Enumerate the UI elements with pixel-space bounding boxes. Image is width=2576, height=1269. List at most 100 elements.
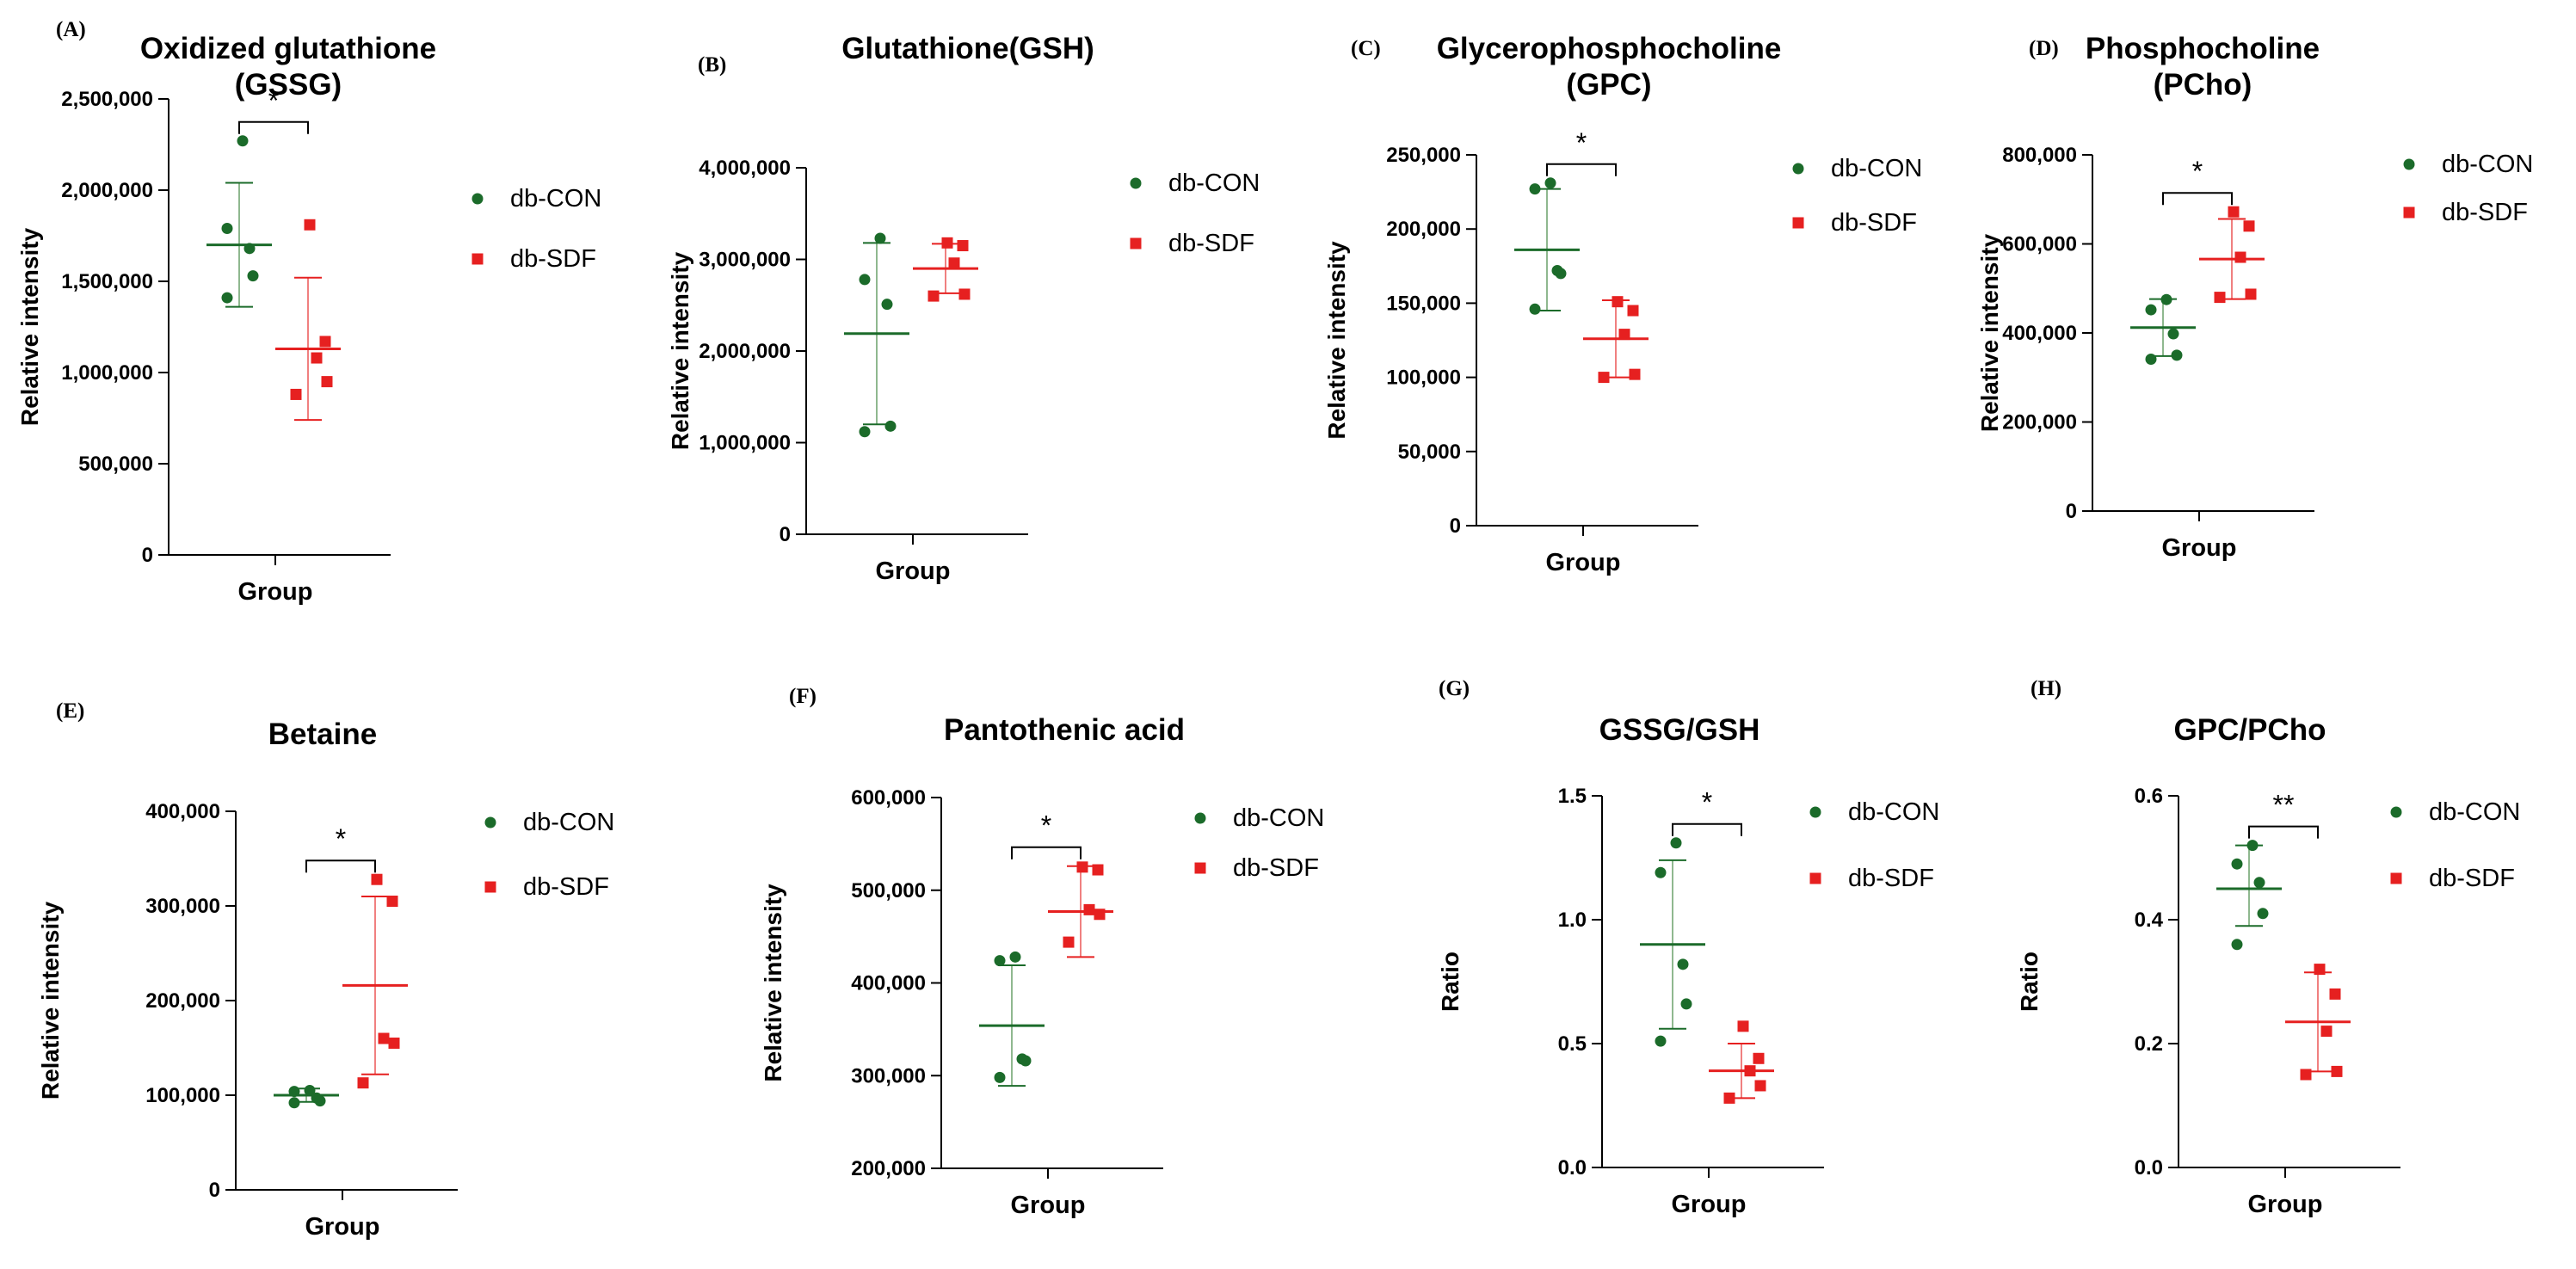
chart-title: Oxidized glutathione (140, 32, 436, 65)
data-point (948, 257, 960, 269)
x-axis-label: Group (2162, 534, 2237, 562)
y-tick-label: 300,000 (851, 1064, 926, 1087)
y-tick-label: 0 (1450, 514, 1461, 538)
bracket-line (2162, 192, 2233, 206)
panel-a: (A) Oxidized glutathione(GSSG) 0 500,000 1,0… (16, 18, 601, 606)
legend-marker-con (2390, 806, 2402, 818)
y-tick-label: 1.5 (1558, 785, 1587, 808)
chart-title: Pantothenic acid (944, 713, 1185, 747)
panel-letter: (F) (789, 685, 817, 708)
y-tick-label: 0.5 (1558, 1032, 1587, 1056)
y-tick-label: 1.0 (1558, 909, 1587, 932)
data-point (859, 274, 871, 286)
data-point (2300, 1069, 2312, 1081)
series-db-con (2216, 840, 2282, 951)
data-point (1009, 951, 1021, 963)
y-tick-label: 0.0 (1558, 1156, 1587, 1180)
series-db-con (2130, 293, 2196, 366)
data-point (2214, 292, 2226, 304)
legend-marker-sdf (1194, 862, 1206, 874)
data-point (1737, 1020, 1749, 1032)
y-tick-label: 1,000,000 (61, 361, 153, 385)
series-db-sdf (342, 873, 408, 1089)
data-point (321, 376, 333, 388)
y-tick-label: 2,000,000 (61, 179, 153, 202)
data-point (2160, 293, 2172, 305)
legend-label-sdf: db-SDF (1168, 230, 1254, 257)
y-axis-label: Ratio (2016, 952, 2043, 1012)
significance-bracket: * (1011, 810, 1082, 859)
legend-marker-con (471, 193, 484, 205)
data-point (2228, 206, 2240, 218)
significance-star: * (2192, 156, 2203, 187)
legend: db-CON db-SDF (1792, 155, 1922, 237)
series-db-sdf (275, 219, 341, 422)
series-db-sdf (1709, 1020, 1774, 1104)
y-tick-label: 0 (2066, 500, 2077, 523)
y-tick-label: 400,000 (2002, 322, 2077, 345)
legend: db-CON db-SDF (1194, 804, 1324, 882)
data-point (1723, 1092, 1735, 1104)
y-tick-label: 250,000 (1386, 144, 1461, 167)
data-point (1094, 909, 1106, 921)
data-point (1544, 177, 1556, 189)
data-point (2167, 328, 2179, 340)
y-tick-label: 0.6 (2135, 785, 2163, 808)
y-axis-label: Relative intensity (1323, 241, 1350, 440)
legend: db-CON db-SDF (2403, 151, 2533, 226)
y-axis-label: Relative intensity (760, 884, 786, 1082)
y-tick-label: 400,000 (145, 800, 220, 823)
data-point (304, 219, 316, 231)
legend-marker-con (1130, 177, 1142, 189)
chart-title: GPC/PCho (2174, 713, 2326, 747)
data-point (1555, 268, 1567, 280)
legend-label-sdf: db-SDF (510, 245, 596, 273)
data-point (2246, 840, 2259, 852)
legend-marker-con (484, 816, 496, 829)
x-axis-label: Group (305, 1213, 380, 1241)
data-point (859, 426, 871, 438)
data-point (304, 1085, 316, 1096)
data-point (1063, 936, 1075, 948)
significance-bracket: * (305, 823, 376, 873)
data-point (927, 290, 940, 302)
data-point (2145, 354, 2157, 366)
y-tick-label: 3,000,000 (699, 249, 791, 272)
series-db-con (274, 1085, 339, 1109)
series-db-con (206, 135, 272, 308)
legend-marker-sdf (1130, 237, 1142, 249)
panel-letter: (G) (1439, 677, 1470, 700)
legend-marker-sdf (471, 253, 484, 265)
y-tick-label: 200,000 (2002, 411, 2077, 434)
y-tick-label: 100,000 (145, 1084, 220, 1107)
legend: db-CON db-SDF (471, 185, 601, 273)
data-point (247, 270, 259, 282)
chart-title: (GSSG) (235, 68, 342, 102)
data-point (386, 896, 398, 907)
x-axis-label: Group (1672, 1191, 1747, 1218)
legend-label-sdf: db-SDF (1848, 865, 1934, 892)
y-tick-label: 150,000 (1386, 292, 1461, 315)
y-tick-label: 0 (209, 1179, 220, 1202)
legend: db-CON db-SDF (2390, 798, 2520, 892)
panel-b: (B) Glutathione(GSH) 0 1,000,000 2,000,000 3,… (667, 32, 1260, 585)
data-point (2231, 939, 2243, 951)
data-point (941, 237, 953, 249)
data-point (311, 352, 323, 364)
x-axis-label: Group (1011, 1192, 1086, 1219)
data-point (290, 388, 302, 400)
data-point (221, 292, 233, 304)
significance-bracket: * (1546, 127, 1617, 176)
panel-e: (E) Betaine 0 100,000 200,000 300,000 400,000 R… (37, 699, 614, 1241)
y-tick-label: 1,500,000 (61, 270, 153, 293)
y-tick-label: 4,000,000 (699, 157, 791, 180)
data-point (1655, 866, 1667, 878)
y-axis-label: Relative intensity (667, 251, 693, 450)
data-point (221, 223, 233, 235)
series-db-con (844, 232, 909, 438)
panel-d: (D) Phosphocholine(PCho) 0 200,000 400,000 60… (1976, 32, 2533, 562)
data-point (2314, 964, 2326, 976)
y-tick-label: 50,000 (1398, 440, 1461, 464)
data-point (957, 240, 969, 252)
